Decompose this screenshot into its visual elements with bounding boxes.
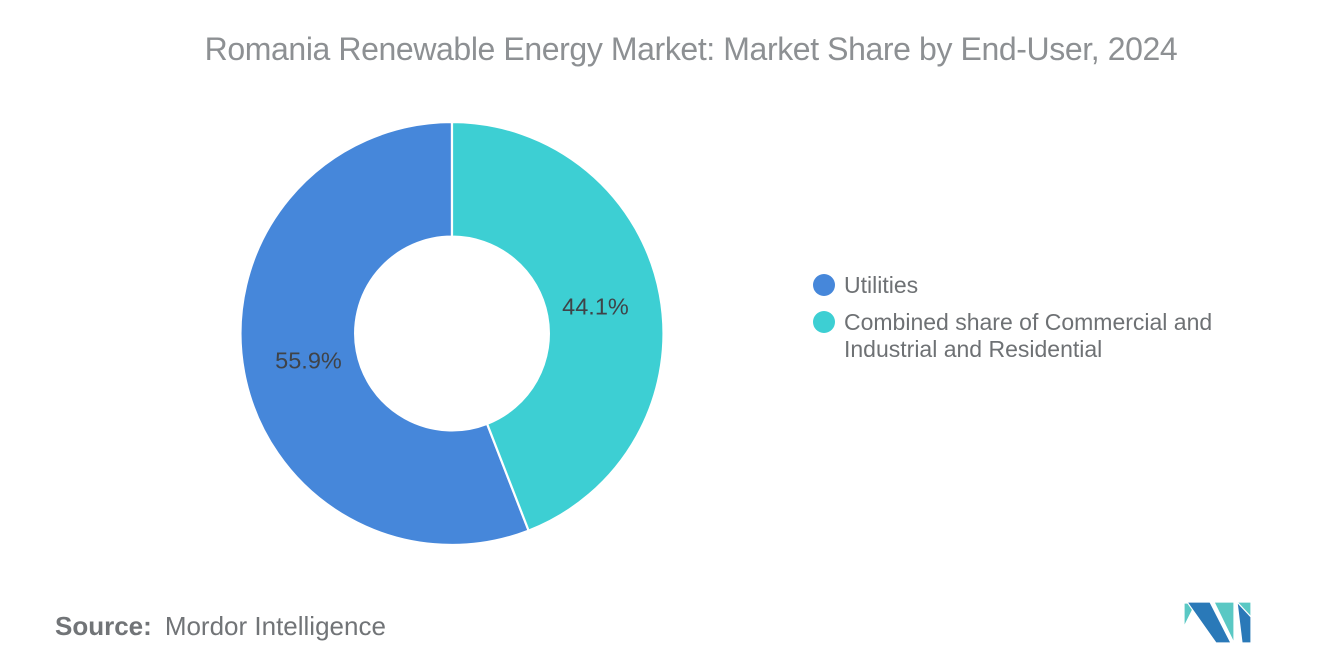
source-label: Source: (55, 611, 152, 641)
logo-left-blue-band (1185, 601, 1232, 644)
mordor-intelligence-logo (1184, 600, 1252, 644)
donut-slice-utilities[interactable] (239, 120, 531, 547)
legend-item-utilities[interactable]: Utilities (813, 272, 1244, 299)
slice-value-label: 55.9% (275, 347, 342, 373)
donut-chart: 55.9% 44.1% (239, 120, 665, 547)
source-value: Mordor Intelligence (164, 611, 386, 641)
logo-middle-teal-triangle (1213, 601, 1235, 644)
legend-swatch-combined-share (813, 311, 835, 333)
legend-label-combined-share: Combined share of Commercial and Industr… (844, 309, 1213, 362)
legend-label-utilities: Utilities (844, 272, 919, 298)
legend-item-combined-share[interactable]: Combined share of Commercial and Industr… (813, 309, 1244, 363)
donut-slice-combined-share-of[interactable] (450, 120, 665, 533)
source-attribution: Source: Mordor Intelligence (55, 611, 386, 642)
slice-value-label: 44.1% (562, 294, 629, 320)
logo-right-blue-column (1236, 600, 1252, 644)
legend: Utilities Combined share of Commercial a… (813, 272, 1244, 373)
chart-title: Romania Renewable Energy Market: Market … (204, 31, 1178, 67)
legend-swatch-utilities (813, 274, 835, 296)
